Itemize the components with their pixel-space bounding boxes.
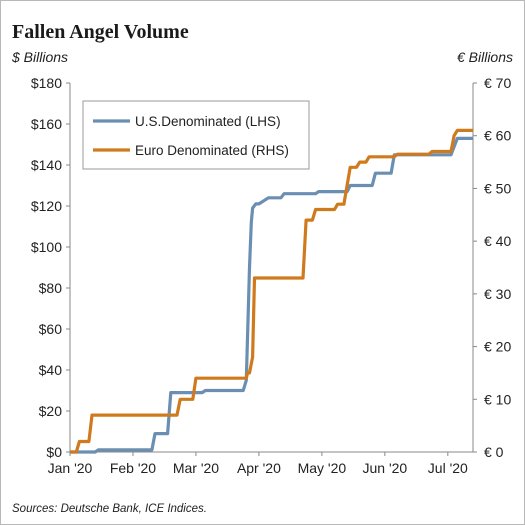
y-right-unit-label: € Billions <box>457 49 513 65</box>
series-layer <box>70 128 473 454</box>
y-left-tick-label: $20 <box>39 403 63 419</box>
y-right-tick-label: € 40 <box>484 233 511 249</box>
y-right-tick-label: € 20 <box>484 339 511 355</box>
y-left-tick-labels: $0 $20 $40 $60 $80 $100 $120 $140 $160 $180 <box>31 75 70 460</box>
y-left-tick-label: $180 <box>31 75 62 91</box>
y-right-tick-label: € 70 <box>484 75 511 91</box>
y-left-tick-label: $40 <box>39 362 63 378</box>
x-tick-label: Feb '20 <box>110 460 156 476</box>
y-left-tick-label: $100 <box>31 239 62 255</box>
x-tick-labels: Jan '20 Feb '20 Mar '20 Apr '20 May '20 Jun '… <box>48 452 468 476</box>
y-right-tick-label: € 10 <box>484 391 511 407</box>
y-left-tick-label: $120 <box>31 198 62 214</box>
y-left-tick-label: $160 <box>31 116 62 132</box>
y-left-unit-label: $ Billions <box>11 49 68 65</box>
chart-title: Fallen Angel Volume <box>12 21 189 43</box>
legend-label: U.S.Denominated (LHS) <box>135 114 281 129</box>
legend-box <box>82 100 310 170</box>
y-left-tick-label: $80 <box>39 280 63 296</box>
source-note: Sources: Deutsche Bank, ICE Indices. <box>12 503 207 515</box>
legend-label: Euro Denominated (RHS) <box>135 143 289 158</box>
x-tick-label: Jan '20 <box>48 460 93 476</box>
y-right-tick-label: € 50 <box>484 180 511 196</box>
x-tick-label: Apr '20 <box>237 460 281 476</box>
x-tick-label: May '20 <box>298 460 347 476</box>
series-line-us <box>70 136 473 454</box>
x-tick-label: Mar '20 <box>173 460 219 476</box>
legend: U.S.Denominated (LHS) Euro Denominated (R… <box>82 100 310 170</box>
x-tick-label: Jul '20 <box>428 460 468 476</box>
y-left-tick-label: $0 <box>46 444 62 460</box>
y-left-tick-label: $60 <box>39 321 63 337</box>
x-tick-label: Jun '20 <box>362 460 407 476</box>
series-line-euro <box>70 128 473 454</box>
y-right-tick-label: € 0 <box>484 444 504 460</box>
y-left-tick-label: $140 <box>31 157 62 173</box>
y-right-tick-label: € 60 <box>484 128 511 144</box>
plot-area <box>69 83 474 453</box>
y-right-tick-labels: € 0 € 10 € 20 € 30 € 40 € 50 € 60 € 70 <box>473 75 511 460</box>
y-right-tick-label: € 30 <box>484 286 511 302</box>
